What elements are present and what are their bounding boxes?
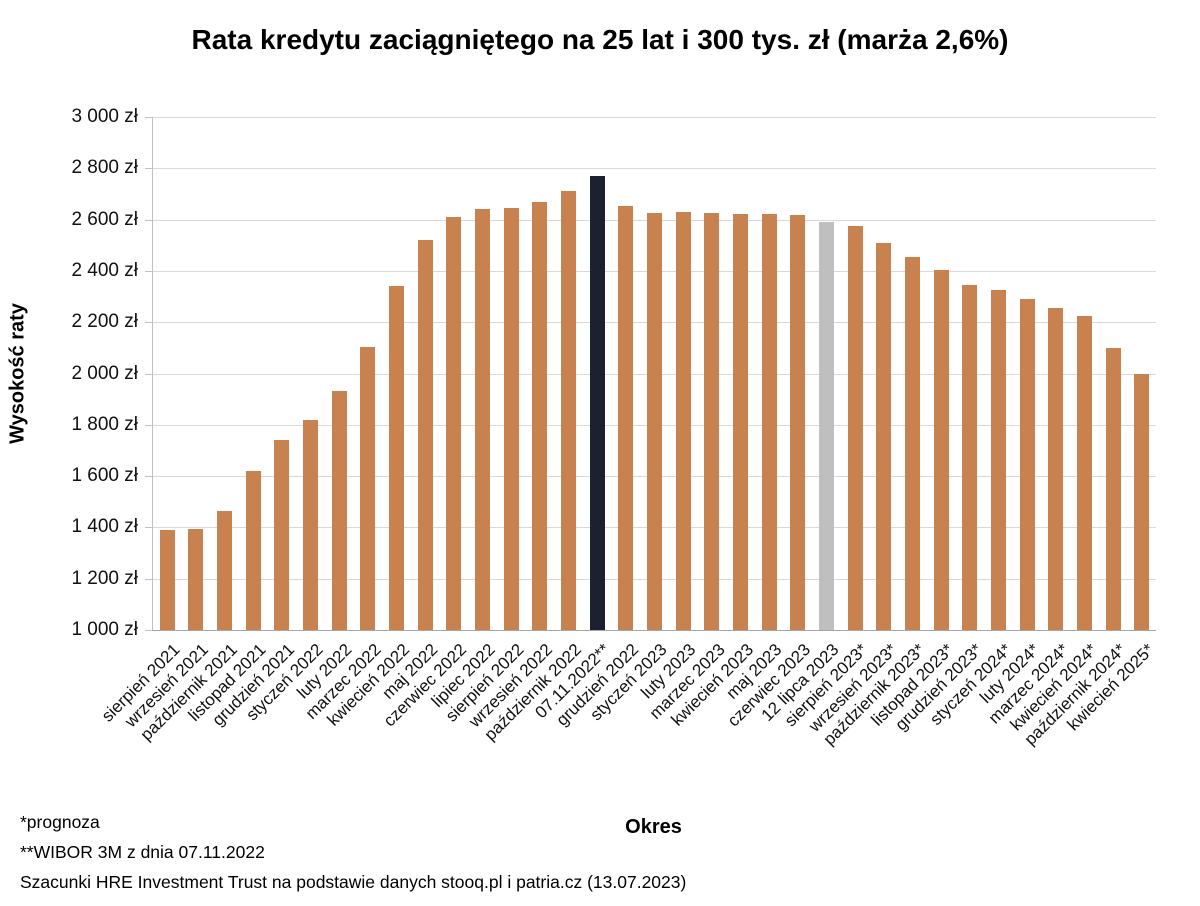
bar bbox=[1105, 347, 1121, 630]
bar bbox=[1134, 373, 1150, 630]
footnote-prognoza: *prognoza bbox=[20, 812, 100, 832]
y-axis-tick-label: 1 600 zł bbox=[71, 465, 138, 487]
bar bbox=[618, 205, 634, 630]
bar bbox=[847, 226, 863, 630]
plot-area bbox=[152, 117, 1156, 631]
bar bbox=[904, 256, 920, 630]
y-axis-tick-mark bbox=[145, 527, 152, 529]
bar bbox=[303, 419, 319, 630]
footnote-wibor: **WIBOR 3M z dnia 07.11.2022 bbox=[20, 842, 265, 862]
bar bbox=[761, 214, 777, 630]
bar bbox=[790, 214, 806, 630]
y-axis-tick-label: 1 800 zł bbox=[71, 413, 138, 435]
bar bbox=[1048, 308, 1064, 630]
y-axis-tick-label: 1 000 zł bbox=[71, 619, 138, 640]
y-axis-tick-mark bbox=[145, 168, 152, 170]
bar bbox=[818, 222, 834, 630]
y-axis-tick-mark bbox=[145, 424, 152, 426]
y-axis-tick-label: 1 200 zł bbox=[71, 567, 138, 589]
bar bbox=[159, 529, 175, 630]
bar bbox=[561, 191, 577, 630]
bar bbox=[360, 346, 376, 630]
y-axis-tick-label: 2 400 zł bbox=[71, 259, 138, 281]
bar bbox=[217, 510, 233, 630]
x-axis-title: Okres bbox=[625, 816, 682, 838]
y-axis-tick-mark bbox=[145, 578, 152, 580]
bar bbox=[188, 528, 204, 630]
bar bbox=[704, 213, 720, 630]
bar bbox=[962, 285, 978, 630]
gridline bbox=[153, 117, 1156, 118]
bar bbox=[876, 242, 892, 630]
bar bbox=[331, 391, 347, 630]
bar bbox=[732, 214, 748, 630]
bar bbox=[675, 211, 691, 630]
y-axis-tick-label: 3 000 zł bbox=[71, 106, 138, 127]
y-axis-tick-mark bbox=[145, 373, 152, 375]
bar bbox=[417, 240, 433, 630]
y-axis-tick-mark bbox=[145, 219, 152, 221]
y-axis-tick-label: 2 000 zł bbox=[71, 362, 138, 384]
bar bbox=[1076, 315, 1092, 630]
y-axis-tick-label: 2 200 zł bbox=[71, 311, 138, 333]
bar bbox=[274, 440, 290, 630]
bar bbox=[446, 217, 462, 630]
bar bbox=[647, 213, 662, 630]
gridline bbox=[153, 168, 1156, 170]
y-axis-tick-mark bbox=[145, 630, 152, 631]
bar bbox=[589, 176, 605, 630]
bar bbox=[1019, 299, 1035, 630]
y-axis-tick-mark bbox=[145, 476, 152, 478]
y-axis-tick-mark bbox=[145, 270, 152, 272]
bar bbox=[990, 290, 1006, 630]
bar bbox=[389, 286, 405, 630]
y-axis-tick-mark bbox=[145, 322, 152, 324]
y-axis-tick-label: 2 800 zł bbox=[71, 157, 138, 179]
chart-title: Rata kredytu zaciągniętego na 25 lat i 3… bbox=[191, 24, 1009, 55]
y-axis-tick-label: 1 400 zł bbox=[71, 516, 138, 538]
bar bbox=[933, 269, 949, 630]
bar bbox=[475, 209, 491, 630]
footnote-source: Szacunki HRE Investment Trust na podstaw… bbox=[20, 872, 687, 892]
bar bbox=[503, 208, 519, 630]
y-axis-tick-mark bbox=[145, 117, 152, 118]
bar bbox=[532, 201, 548, 630]
bar bbox=[245, 470, 261, 630]
y-axis-tick-label: 2 600 zł bbox=[71, 208, 138, 230]
